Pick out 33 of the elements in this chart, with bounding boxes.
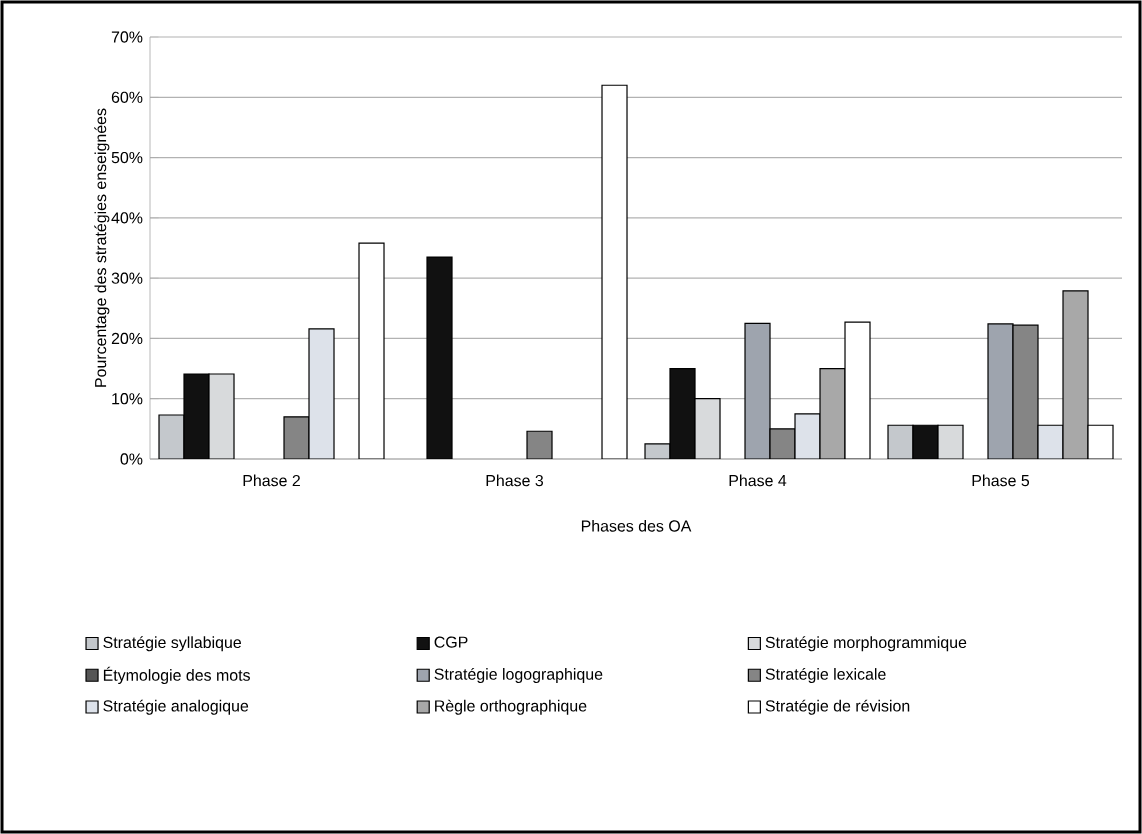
x-tick-label: Phase 5 xyxy=(972,474,1030,487)
legend-label: CGP xyxy=(434,636,468,648)
y-tick-label: 20% xyxy=(111,332,143,345)
bar xyxy=(694,398,721,459)
x-axis-title: Phases des OA xyxy=(581,519,692,532)
legend-label: Stratégie lexicale xyxy=(765,667,886,683)
y-tick-label: 70% xyxy=(111,31,143,43)
y-tick-label: 40% xyxy=(111,212,143,224)
x-tick-label: Phase 2 xyxy=(243,474,300,487)
bar xyxy=(208,373,235,459)
y-tick-label: 10% xyxy=(112,393,143,405)
y-tick-label: 50% xyxy=(111,151,143,164)
y-axis-title: Pourcentage des stratégies enseignées xyxy=(94,108,110,387)
bar xyxy=(794,413,821,459)
legend-label: Étymologie des mots xyxy=(103,666,250,684)
legend-label: Stratégie de révision xyxy=(765,699,910,715)
legend-label: Stratégie logographique xyxy=(434,667,603,683)
y-tick-label: 30% xyxy=(111,272,143,284)
bar xyxy=(601,84,628,459)
legend-label: Stratégie morphogrammique xyxy=(765,636,967,652)
bar xyxy=(426,256,453,459)
legend-label: Stratégie analogique xyxy=(103,699,249,715)
legend-label: Stratégie syllabique xyxy=(103,636,241,652)
x-tick-label: Phase 4 xyxy=(729,474,787,487)
y-tick-label: 0% xyxy=(120,453,143,465)
bar xyxy=(1012,324,1039,459)
y-tick-label: 60% xyxy=(111,91,143,103)
bar xyxy=(669,367,696,459)
bar xyxy=(308,328,335,459)
x-tick-label: Phase 3 xyxy=(486,474,544,487)
bar xyxy=(183,373,210,459)
bar xyxy=(358,242,385,459)
legend-label: Règle orthographique xyxy=(435,699,587,715)
